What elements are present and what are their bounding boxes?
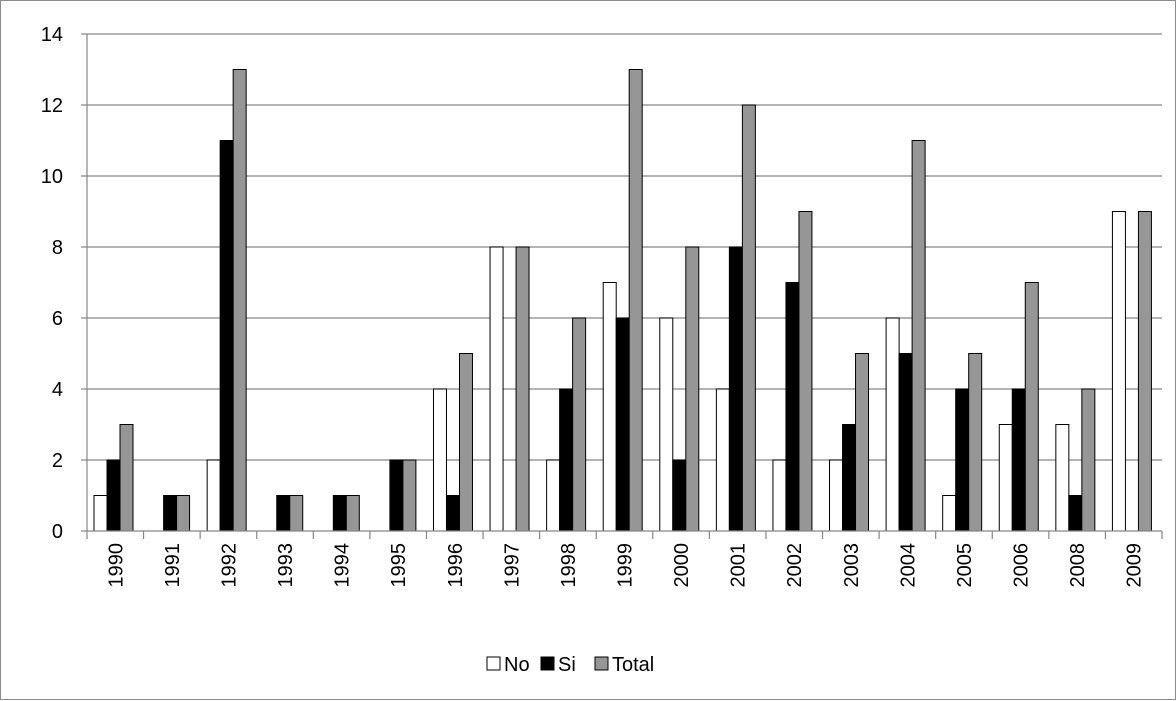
y-tick-label: 6 — [52, 308, 63, 330]
bar-total-1999 — [628, 69, 643, 532]
bar-total-2001 — [741, 104, 756, 532]
bar-no-2002 — [772, 459, 787, 532]
bar-si-2004 — [898, 353, 913, 532]
bar-no-1997 — [489, 246, 504, 532]
bar-no-1999 — [602, 282, 617, 532]
bar-total-2004 — [911, 140, 926, 532]
bar-no-2006 — [998, 424, 1013, 532]
bar-si-1992 — [219, 140, 234, 532]
bar-si-2008 — [1068, 495, 1083, 532]
y-tick-label: 10 — [41, 166, 63, 188]
x-tick-label: 1990 — [105, 543, 127, 588]
x-tick-label: 2006 — [1011, 543, 1033, 588]
bar-total-1997 — [515, 246, 530, 532]
y-tick-label: 14 — [41, 24, 63, 46]
x-tick-label: 1997 — [501, 543, 523, 588]
x-tick-label: 1993 — [275, 543, 297, 588]
bar-si-2003 — [842, 424, 857, 532]
bar-total-1996 — [458, 353, 473, 532]
legend-label-no: No — [504, 654, 530, 676]
x-tick-label: 2008 — [1067, 543, 1089, 588]
y-tick-label: 8 — [52, 237, 63, 259]
bar-si-2006 — [1011, 388, 1026, 532]
bar-no-1996 — [432, 388, 447, 532]
legend-swatch-total — [594, 656, 609, 671]
bar-total-1998 — [572, 317, 587, 532]
x-tick-label: 2003 — [841, 543, 863, 588]
x-tick-label: 2005 — [954, 543, 976, 588]
bar-total-2000 — [685, 246, 700, 532]
bar-no-2008 — [1055, 424, 1070, 532]
x-tick-label: 1998 — [558, 543, 580, 588]
bar-no-2004 — [885, 317, 900, 532]
x-tick-label: 2004 — [897, 543, 919, 588]
bar-no-1990 — [93, 495, 108, 532]
bar-total-1995 — [402, 459, 417, 532]
bar-total-2008 — [1081, 388, 1096, 532]
bar-no-2003 — [829, 459, 844, 532]
bar-no-2009 — [1111, 211, 1126, 532]
x-tick-label: 1995 — [388, 543, 410, 588]
y-tick-label: 0 — [52, 521, 63, 543]
bar-si-2000 — [672, 459, 687, 532]
x-tick-label: 1994 — [332, 543, 354, 588]
legend-label-si: Si — [558, 654, 576, 676]
x-tick-label: 1999 — [615, 543, 637, 588]
x-tick-label: 2002 — [784, 543, 806, 588]
bar-total-1991 — [176, 495, 191, 532]
bar-total-1993 — [289, 495, 304, 532]
legend-swatch-no — [486, 656, 501, 671]
bar-si-2005 — [955, 388, 970, 532]
x-tick-label: 1991 — [162, 543, 184, 588]
x-tick-label: 2000 — [671, 543, 693, 588]
x-tick-label: 1996 — [445, 543, 467, 588]
bar-si-1994 — [332, 495, 347, 532]
bar-si-1995 — [389, 459, 404, 532]
bar-si-1993 — [276, 495, 291, 532]
bar-total-1994 — [345, 495, 360, 532]
y-tick-label: 4 — [52, 379, 63, 401]
bar-no-2001 — [715, 388, 730, 532]
y-tick-label: 12 — [41, 95, 63, 117]
bar-total-2006 — [1024, 282, 1039, 532]
bar-si-1998 — [559, 388, 574, 532]
y-tick-label: 2 — [52, 450, 63, 472]
bar-total-2003 — [855, 353, 870, 532]
bar-no-1992 — [206, 459, 221, 532]
bar-si-2002 — [785, 282, 800, 532]
bar-si-1996 — [445, 495, 460, 532]
bar-si-1990 — [106, 459, 121, 532]
bar-no-2005 — [942, 495, 957, 532]
legend-label-total: Total — [612, 654, 654, 676]
bar-total-2009 — [1137, 211, 1152, 532]
bar-total-1992 — [232, 69, 247, 532]
x-tick-label: 2009 — [1124, 543, 1146, 588]
bar-si-1999 — [615, 317, 630, 532]
bar-no-1998 — [546, 459, 561, 532]
x-tick-label: 2001 — [728, 543, 750, 588]
legend-swatch-si — [540, 656, 555, 671]
bar-total-1990 — [119, 424, 134, 532]
bar-si-1991 — [163, 495, 178, 532]
x-tick-label: 1992 — [218, 543, 240, 588]
bar-si-2001 — [728, 246, 743, 532]
bar-no-2000 — [659, 317, 674, 532]
bar-total-2002 — [798, 211, 813, 532]
bar-total-2005 — [968, 353, 983, 532]
